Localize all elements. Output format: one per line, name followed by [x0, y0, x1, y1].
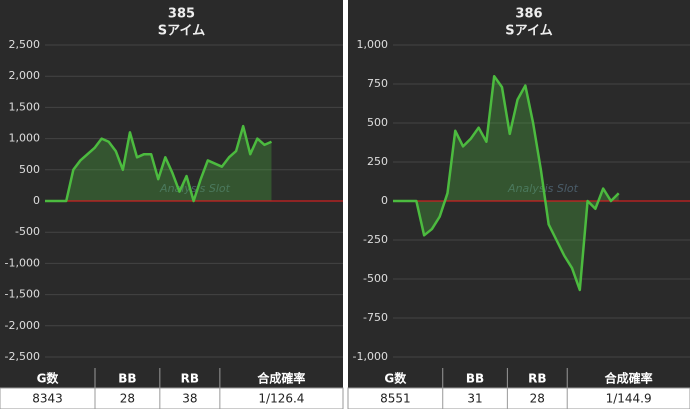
y-tick-label: 1,500	[9, 100, 41, 113]
y-tick-label: -1,000	[5, 256, 40, 269]
table-header: G数	[37, 371, 60, 386]
series-line	[393, 74, 620, 292]
y-tick-label: 750	[367, 77, 388, 90]
table-cell: 1/144.9	[606, 392, 652, 406]
y-tick-label: -500	[15, 225, 40, 238]
chart-subtitle: Sアイム	[158, 24, 205, 39]
chart-title: 385	[168, 7, 195, 22]
table-cell: 8551	[380, 392, 411, 406]
panel-bg	[0, 0, 343, 368]
table-row-bg	[0, 387, 344, 409]
table-cell: 1/126.4	[258, 392, 304, 406]
table-header-bg	[348, 368, 690, 388]
table-header: RB	[528, 372, 546, 386]
table-cell: 38	[182, 392, 197, 406]
y-tick-label: 1,000	[357, 38, 389, 51]
table-cell: 31	[467, 392, 482, 406]
chart-title: 386	[515, 7, 542, 22]
table-header: BB	[118, 372, 136, 386]
table-header: G数	[384, 371, 407, 386]
y-tick-label: -2,000	[5, 319, 40, 332]
y-tick-label: 2,000	[9, 69, 41, 82]
y-tick-label: -2,500	[5, 350, 40, 363]
table-row-bg	[347, 387, 690, 409]
table-cell: 8343	[32, 392, 63, 406]
y-tick-label: 1,000	[9, 132, 41, 145]
y-tick-label: -500	[363, 272, 388, 285]
series-line	[45, 124, 272, 203]
y-tick-label: 0	[33, 194, 40, 207]
y-tick-label: -250	[363, 233, 388, 246]
y-tick-label: -1,000	[353, 350, 388, 363]
chart-subtitle: Sアイム	[505, 24, 552, 39]
table-header: BB	[466, 372, 484, 386]
y-tick-label: 500	[367, 116, 388, 129]
y-tick-label: -750	[363, 311, 388, 324]
y-tick-label: -1,500	[5, 288, 40, 301]
y-tick-label: 250	[367, 155, 388, 168]
table-header: 合成確率	[605, 371, 653, 386]
panel-bg	[348, 0, 690, 368]
area-fill	[45, 126, 272, 201]
table-header: RB	[181, 372, 199, 386]
table-cell: 28	[530, 392, 545, 406]
y-tick-label: 0	[381, 194, 388, 207]
area-fill	[393, 76, 619, 290]
table-cell: 28	[120, 392, 135, 406]
table-header: 合成確率	[257, 371, 305, 386]
y-tick-label: 2,500	[9, 38, 41, 51]
y-tick-label: 500	[19, 163, 40, 176]
table-header-bg	[0, 368, 343, 388]
